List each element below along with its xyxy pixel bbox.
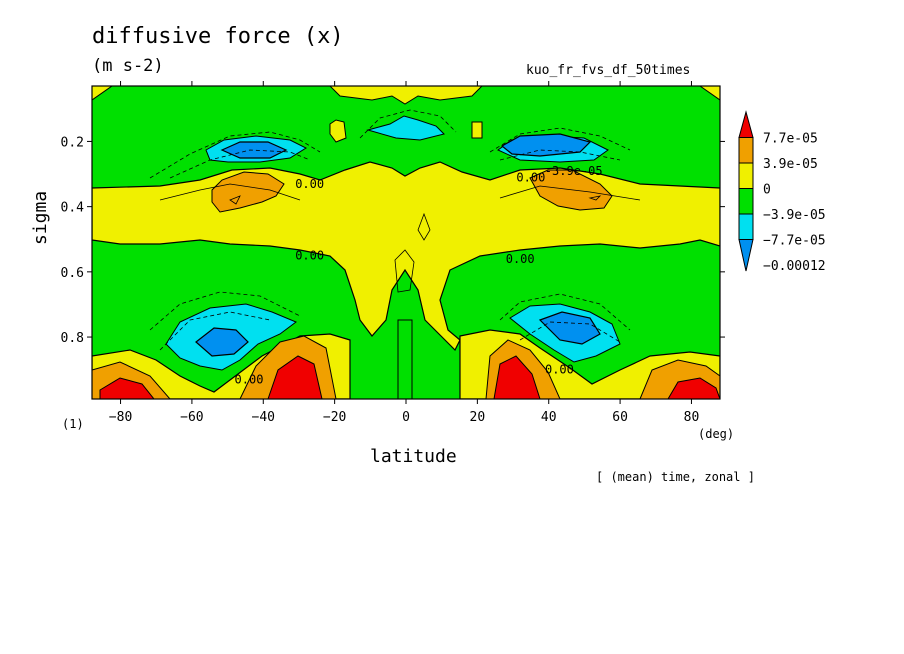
x-tick-label: −60 — [180, 410, 203, 425]
contour-label: 0.00 — [506, 252, 535, 266]
region-red-lower-2 — [267, 355, 323, 399]
contour-label: 0.00 — [295, 177, 324, 191]
y-tick-label: 0.2 — [61, 135, 84, 150]
region-blue-upper-left — [220, 141, 288, 159]
region-red-lower-3 — [493, 355, 541, 399]
contour-label: 0.00 — [295, 249, 324, 263]
region-cyan-top — [366, 115, 445, 141]
region-yellow-mid — [92, 161, 720, 352]
x-tick-label: 0 — [402, 410, 410, 425]
region-yellow-corner-right — [699, 86, 720, 101]
contour-label: 0.00 — [235, 372, 264, 386]
contour-label: 0.00 — [516, 170, 545, 184]
region-blue-upper-right — [500, 133, 592, 157]
averaging-note: [ (mean) time, zonal ] — [596, 470, 755, 484]
region-blue-lower-left — [195, 327, 249, 357]
x-tick-label: −20 — [323, 410, 346, 425]
x-axis-ticks: −80 −60 −40 −20 0 20 40 60 80 — [109, 81, 699, 425]
colorbar-label: 0 — [763, 183, 771, 198]
run-name: kuo_fr_fvs_df_50times — [526, 63, 691, 78]
region-red-lower-1 — [99, 377, 155, 399]
x-axis-label: latitude — [370, 446, 457, 467]
region-blue-lower-right — [538, 311, 601, 345]
region-yellow-islet-left — [329, 119, 347, 143]
colorbar-segment — [738, 162, 754, 189]
colorbar-segment — [738, 213, 754, 240]
colorbar-label: −7.7e-05 — [763, 234, 826, 249]
y-tick-label: 0.6 — [61, 266, 84, 281]
x-tick-label: 60 — [612, 410, 628, 425]
colorbar-label: −0.00012 — [763, 259, 826, 274]
colorbar-label: 7.7e-05 — [763, 132, 818, 147]
positive-contours — [159, 183, 641, 293]
x-tick-label: 20 — [470, 410, 486, 425]
negative-contours — [149, 109, 631, 351]
colorbar: 7.7e-05 3.9e-05 0 −3.9e-05 −7.7e-05 −0.00012 — [738, 110, 826, 274]
region-yellow-top — [329, 86, 483, 105]
x-tick-label: 40 — [541, 410, 557, 425]
colorbar-label: 3.9e-05 — [763, 157, 818, 172]
colorbar-segment — [738, 239, 754, 272]
colorbar-segment — [738, 137, 754, 164]
y-axis-ticks: 0.2 0.4 0.6 0.8 — [61, 135, 725, 346]
x-tick-label: −40 — [252, 410, 275, 425]
region-yellow-corner-left — [92, 86, 113, 101]
region-green-equator — [397, 319, 413, 399]
x-tick-label: −80 — [109, 410, 132, 425]
y-tick-label: 0.8 — [61, 331, 84, 346]
colorbar-segment — [738, 188, 754, 215]
x-axis-unit: (deg) — [698, 427, 735, 441]
colorbar-label: −3.9e-05 — [763, 208, 826, 223]
x-tick-label: 80 — [684, 410, 700, 425]
contour-label: -3.9e-05 — [545, 164, 603, 178]
region-yellow-islet-right — [471, 121, 483, 139]
region-orange-upper-left — [211, 171, 285, 213]
chart-title: diffusive force (x) — [92, 24, 344, 49]
colorbar-segment — [738, 110, 754, 138]
contour-labels: 0.000.00 0.000.00 -3.9e-050.000.00 — [235, 164, 603, 387]
contour-field — [92, 86, 720, 399]
chart-units: (m s-2) — [92, 56, 164, 76]
frame-label: (1) — [62, 417, 84, 431]
contour-label: 0.00 — [545, 363, 574, 377]
y-tick-label: 0.4 — [61, 201, 85, 216]
region-red-lower-4 — [667, 377, 720, 399]
